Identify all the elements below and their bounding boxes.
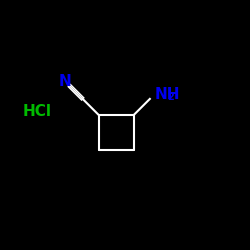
Text: 2: 2	[167, 92, 174, 102]
Text: N: N	[58, 74, 71, 89]
Text: NH: NH	[154, 87, 180, 102]
Text: HCl: HCl	[23, 104, 52, 119]
